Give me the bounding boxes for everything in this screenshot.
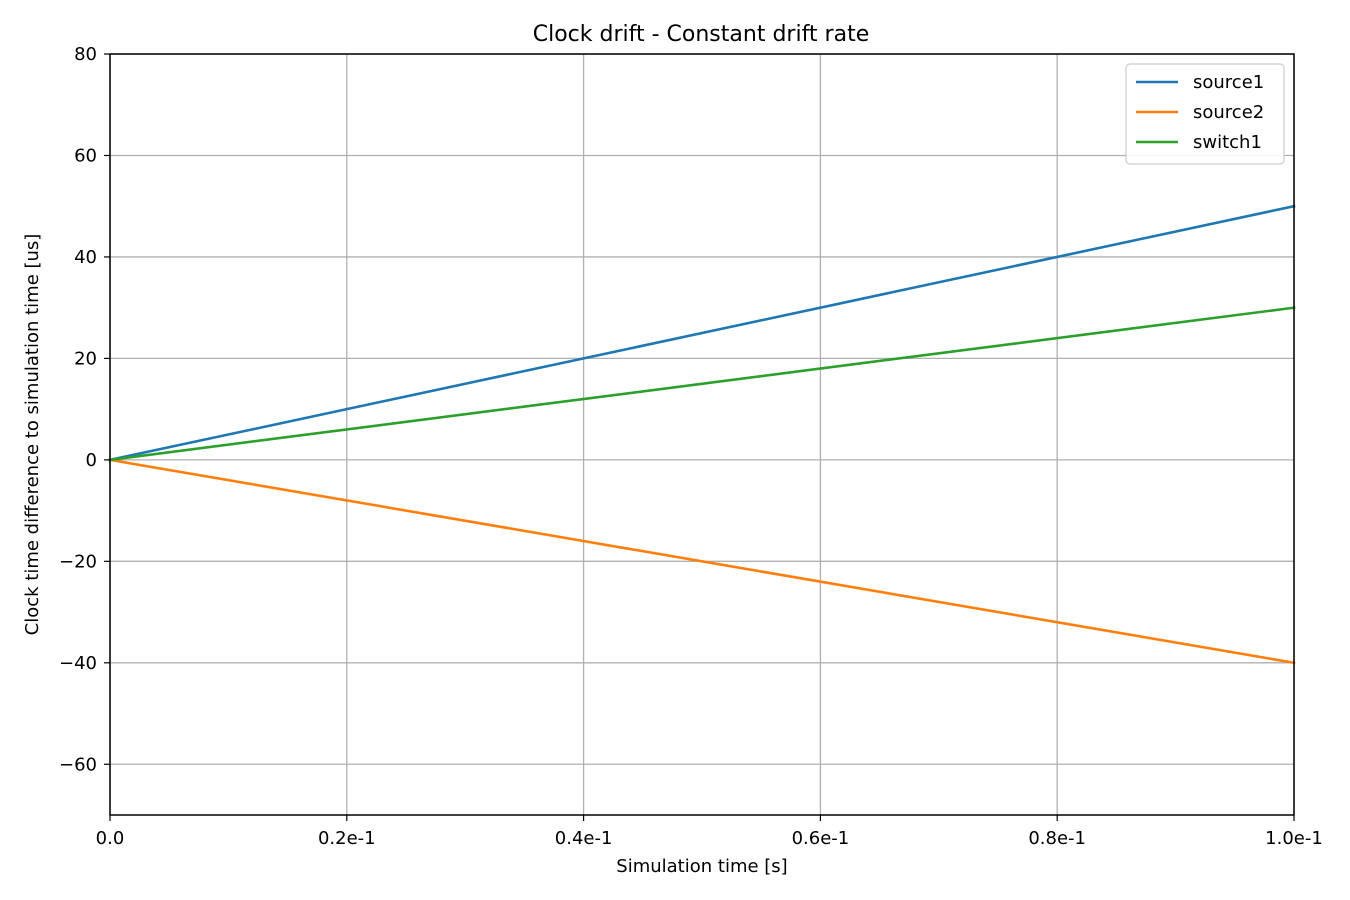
chart-title: Clock drift - Constant drift rate [533, 22, 869, 47]
plot-lines [108, 204, 1296, 665]
y-tick-label: −20 [59, 551, 97, 572]
y-tick-label: 40 [74, 247, 97, 268]
x-axis-label: Simulation time [s] [616, 856, 787, 877]
x-tick-label: 1.0e-1 [1265, 828, 1323, 849]
y-tick-label: 20 [74, 348, 97, 369]
y-tick-label: 80 [74, 44, 97, 65]
x-tick-label: 0.0 [96, 828, 125, 849]
y-axis-ticks: −60 −40 −20 0 20 40 60 80 [59, 44, 110, 775]
series-line-switch1 [108, 306, 1296, 462]
x-tick-label: 0.6e-1 [792, 828, 850, 849]
series-line-source2 [108, 458, 1296, 665]
series-line-source1 [108, 204, 1296, 462]
legend-label-source2: source2 [1193, 102, 1264, 123]
x-tick-label: 0.2e-1 [318, 828, 376, 849]
legend: source1 source2 switch1 [1125, 63, 1285, 165]
y-tick-label: −40 [59, 653, 97, 674]
x-axis-ticks: 0.0 0.2e-1 0.4e-1 0.6e-1 0.8e-1 1.0e-1 [96, 815, 1323, 849]
y-tick-label: 0 [86, 450, 97, 471]
y-axis-label: Clock time difference to simulation time… [22, 234, 43, 636]
legend-box [1125, 63, 1285, 165]
y-tick-label: −60 [59, 754, 97, 775]
x-tick-label: 0.8e-1 [1028, 828, 1086, 849]
legend-label-switch1: switch1 [1193, 132, 1262, 153]
legend-label-source1: source1 [1193, 72, 1264, 93]
x-tick-label: 0.4e-1 [555, 828, 613, 849]
plot-area-frame [109, 53, 1295, 816]
y-tick-label: 60 [74, 145, 97, 166]
